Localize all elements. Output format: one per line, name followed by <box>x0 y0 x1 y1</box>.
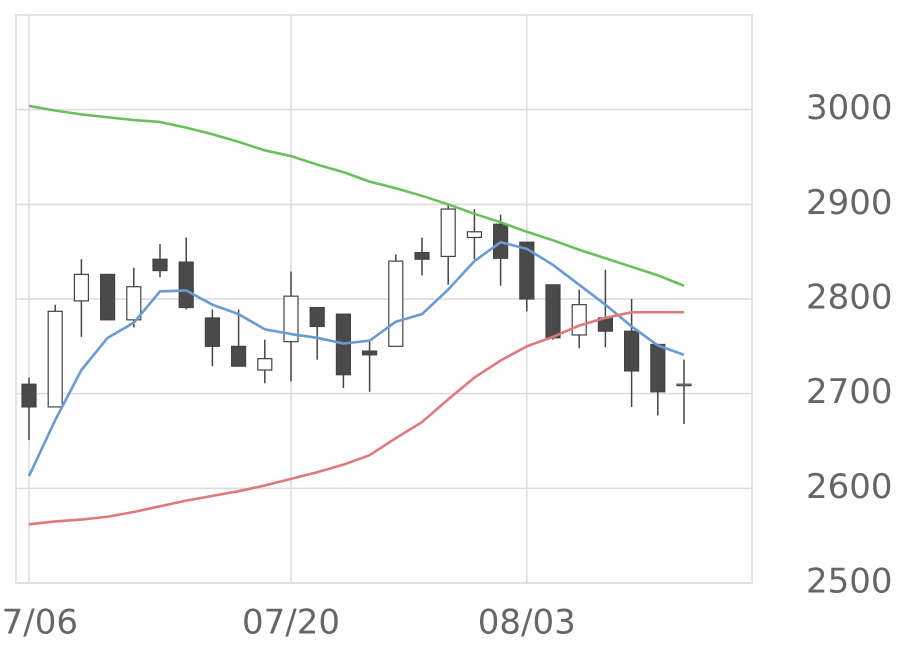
candle-body <box>414 252 430 260</box>
y-tick-label: 2700 <box>806 372 893 412</box>
ma-line <box>28 104 685 287</box>
candle-body <box>178 261 194 309</box>
candle-body <box>623 330 640 372</box>
candle-body <box>126 286 142 321</box>
candle-body <box>362 350 378 356</box>
candle-body <box>519 241 535 300</box>
y-tick-label: 2900 <box>806 183 893 223</box>
y-tick-label: 2800 <box>806 278 893 318</box>
candle-body <box>47 310 63 408</box>
candle-body <box>676 383 692 387</box>
ma-line <box>28 310 684 526</box>
candle-body <box>466 231 482 239</box>
candle-body <box>440 208 456 257</box>
x-tick-label: 07/20 <box>242 603 340 643</box>
y-tick-label: 2500 <box>806 562 893 602</box>
candle-body <box>545 284 561 339</box>
candle-body <box>231 345 247 367</box>
candle-body <box>283 295 299 343</box>
candle-body <box>21 383 37 408</box>
candle-body <box>99 273 116 321</box>
candle-body <box>73 273 90 302</box>
candle-body <box>257 358 273 371</box>
candle-body <box>309 306 325 328</box>
x-tick-label: 07/06 <box>0 603 78 643</box>
x-tick-label: 08/03 <box>478 603 576 643</box>
candle-body <box>650 343 666 393</box>
candle-body <box>204 317 220 347</box>
candle-body <box>388 260 404 347</box>
y-tick-label: 2600 <box>806 467 893 507</box>
ma-line <box>27 240 685 477</box>
candle-body <box>571 304 587 336</box>
y-tick-label: 3000 <box>806 88 893 128</box>
candle-body <box>152 258 168 272</box>
